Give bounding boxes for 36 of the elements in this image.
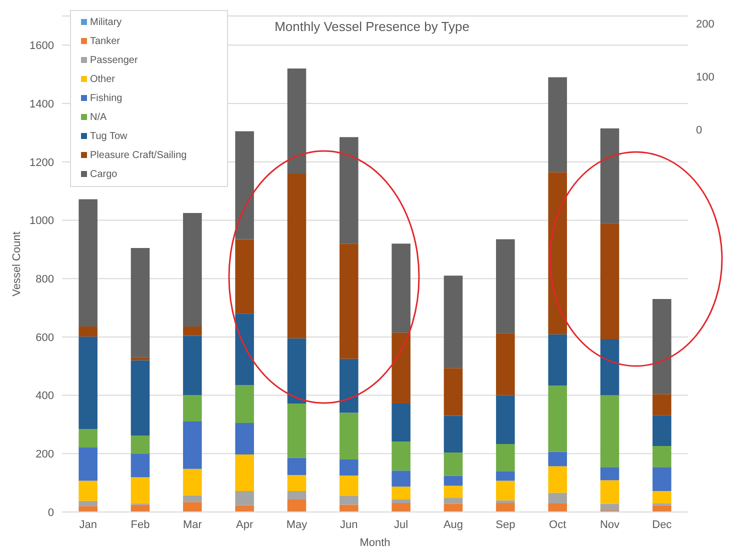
legend-label: Tug Tow [89,130,128,144]
y-tick-label: 1400 [30,98,54,110]
x-tick-label: Jul [394,518,408,531]
legend-label: Tanker [89,35,122,49]
y-tick-label: 0 [48,506,54,519]
x-tick-label: Feb [130,518,150,531]
x-tick-label: Oct [549,518,566,531]
y-tick-label: 400 [36,390,54,402]
x-tick-label: May [286,518,308,531]
legend-label: Other [89,73,116,87]
y-tick-label: 600 [36,332,54,344]
legend-label: Cargo [89,168,118,182]
chart-title: Monthly Vessel Presence by Type [270,19,474,34]
x-tick-label: Apr [236,518,254,531]
x-tick-label: Jan [79,518,97,531]
y-tick-label: 200 [36,448,54,461]
x-tick-label: Mar [182,518,202,531]
y-tick-label: 800 [36,273,54,286]
x-axis-title: Month [360,537,390,548]
x-tick-label: Aug [443,518,464,531]
legend-label: N/A [89,111,108,125]
y2-tick-label: 0 [696,124,702,137]
x-tick-label: Nov [600,518,620,531]
y2-tick-label: 100 [696,71,714,84]
y2-tick-label: 200 [696,18,714,30]
x-tick-label: Jun [340,518,358,531]
x-tick-label: Sep [496,518,516,531]
y-tick-label: 1000 [30,215,54,228]
legend-label: Passenger [89,54,139,68]
legend-label: Military [89,16,123,30]
y-tick-label: 1600 [30,40,54,52]
legend-label: Fishing [89,92,124,106]
y-axis-title: Vessel Count [10,232,23,296]
y-tick-label: 1200 [30,156,54,169]
x-tick-label: Dec [652,518,672,531]
legend-label: Pleasure Craft/Sailing [89,149,187,163]
